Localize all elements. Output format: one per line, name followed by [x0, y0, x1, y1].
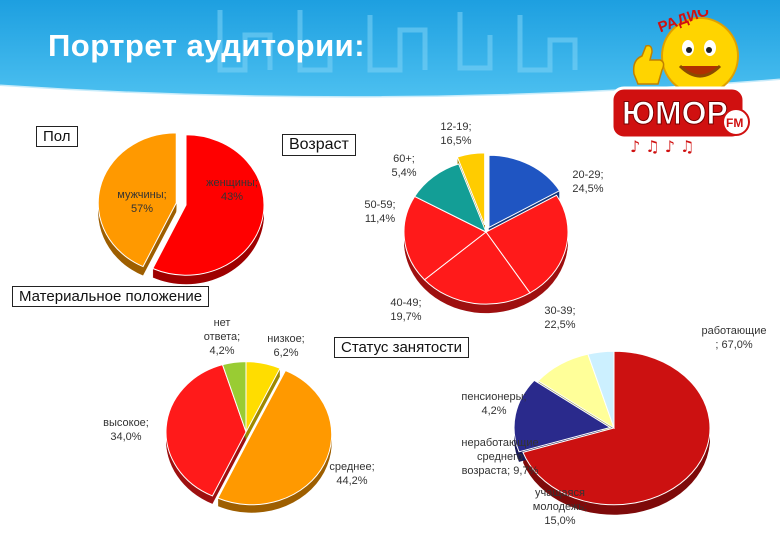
pie-slice [488, 154, 561, 229]
pie-slice [485, 194, 569, 294]
header-banner [0, 0, 780, 100]
employment-chart-title: Статус занятости [334, 337, 470, 358]
slice-label: мужчины; 57% [117, 189, 166, 215]
slice-label: среднее; 44,2% [329, 461, 374, 487]
radio-logo: РАДИО ЮМОР FM ♪ ♫ ♪ ♫ [612, 10, 750, 156]
pie-slice [165, 364, 247, 497]
music-notes-icon: ♪ ♫ ♪ ♫ [630, 137, 694, 156]
pie-slice [152, 134, 265, 276]
slice-label: 40-49; 19,7% [390, 297, 421, 323]
thumbs-up-icon [632, 44, 665, 85]
page-title: Портрет аудитории: [48, 28, 366, 63]
pie-slice [513, 379, 612, 453]
income-chart-title: Материальное положение [12, 286, 210, 307]
slice-label: 30-39; 22,5% [544, 305, 575, 331]
pie-slice [587, 350, 615, 429]
slice-label: женщины; 43% [206, 177, 258, 203]
slice-label: учащаяся молодежь; 15,0% [533, 487, 587, 527]
slice-label: 12-19; 16,5% [440, 121, 471, 147]
pie-slice [413, 163, 487, 234]
logo-brand-text: ЮМОР [622, 95, 728, 131]
income-pie: низкое; 6,2% среднее; 44,2% высокое; 34,0% нет… [103, 317, 375, 513]
slice-label: 50-59; 11,4% [364, 199, 395, 225]
gender-pie: мужчины; 57% женщины; 43% [97, 132, 265, 285]
pie-slice [403, 195, 487, 281]
pie-slice [97, 132, 177, 268]
pie-slice [217, 369, 333, 506]
slice-label: низкое; 6,2% [267, 333, 305, 359]
slice-label: 20-29; 24,5% [572, 169, 603, 195]
gender-chart-title: Пол [36, 126, 78, 147]
pie-slice [221, 361, 247, 433]
logo-fm-text: FM [726, 116, 743, 130]
slice-label: неработающие среднего возраста; 9,7% [461, 437, 538, 477]
employment-pie: работающие; 67,0% учащаяся молодежь; 15,0% н… [461, 325, 766, 527]
age-pie: 12-19; 16,5% 20-29; 24,5% 30-39; 22,5% 40-49; 1… [364, 121, 603, 331]
slice-label: работающие; 67,0% [701, 325, 766, 351]
pie-slice [456, 152, 486, 226]
age-chart-title: Возраст [282, 134, 356, 156]
slice-label: высокое; 34,0% [103, 417, 149, 443]
slice-label: 60+; 5,4% [391, 153, 416, 179]
slice-label: пенсионеры; 4,2% [461, 391, 526, 417]
pie-slice [423, 231, 531, 305]
slice-label: нет ответа; 4,2% [204, 317, 240, 357]
pie-slice [522, 350, 711, 506]
